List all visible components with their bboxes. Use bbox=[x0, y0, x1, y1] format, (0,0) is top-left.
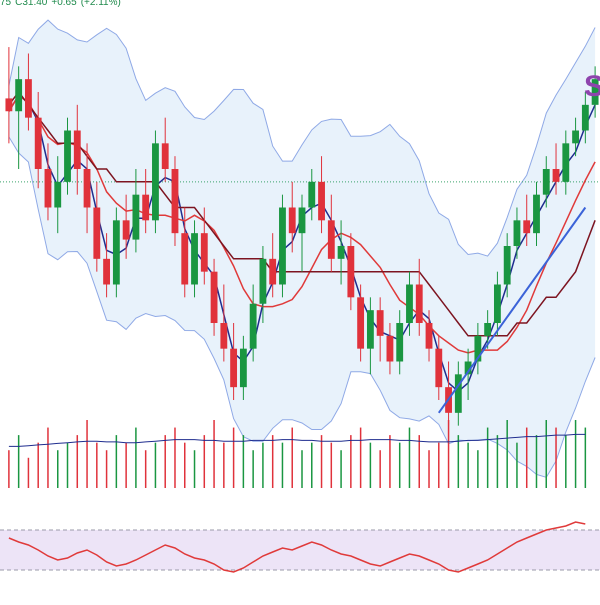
ohlc-legend: 75 C31.40 +0.65 (+2.11%) bbox=[0, 0, 125, 8]
ohlc-prefix: 75 bbox=[0, 0, 12, 8]
candle-body bbox=[259, 258, 267, 304]
candle-body bbox=[34, 117, 42, 169]
candle-body bbox=[200, 233, 208, 272]
candle-body bbox=[210, 271, 218, 323]
candle-body bbox=[269, 258, 277, 285]
candle-body bbox=[406, 284, 413, 323]
candle-body bbox=[44, 169, 52, 208]
candle-body bbox=[25, 79, 32, 118]
candle-body bbox=[152, 143, 159, 221]
candle-body bbox=[552, 169, 560, 182]
change-value: +0.65 bbox=[51, 0, 77, 8]
candle-body bbox=[5, 98, 13, 112]
candle-body bbox=[230, 348, 238, 388]
candle-body bbox=[239, 348, 247, 388]
candle-body bbox=[191, 233, 198, 285]
candle-body bbox=[298, 207, 306, 234]
candle-body bbox=[572, 130, 579, 144]
candle-body bbox=[288, 207, 296, 234]
candle-body bbox=[474, 335, 482, 362]
trend-line bbox=[437, 206, 587, 414]
candle-body bbox=[103, 258, 111, 285]
candle-body bbox=[318, 181, 325, 221]
candle-body bbox=[122, 220, 130, 240]
candle-body bbox=[249, 303, 257, 349]
candle-body bbox=[181, 233, 189, 285]
candle-body bbox=[54, 181, 62, 208]
rsi-line bbox=[8, 521, 586, 573]
candle-body bbox=[581, 104, 589, 131]
candle-body bbox=[83, 169, 91, 208]
close-value: C31.40 bbox=[15, 0, 48, 8]
candle-body bbox=[513, 220, 521, 246]
candle-body bbox=[161, 143, 169, 169]
candle-body bbox=[112, 220, 120, 285]
candle-body bbox=[347, 246, 355, 298]
candle-body bbox=[132, 194, 140, 240]
candle-body bbox=[337, 246, 345, 259]
candle-body bbox=[396, 323, 404, 362]
slow-ma-line bbox=[8, 94, 596, 354]
candle-body bbox=[279, 207, 286, 285]
candle-body bbox=[464, 361, 472, 375]
candle-body bbox=[435, 348, 443, 388]
candle-body bbox=[308, 181, 316, 208]
candle-body bbox=[454, 374, 462, 413]
candle-body bbox=[64, 130, 71, 182]
change-percent: (+2.11%) bbox=[80, 0, 121, 8]
candle-body bbox=[484, 323, 492, 336]
candle-body bbox=[523, 220, 531, 234]
watermark-logo: S bbox=[584, 70, 600, 103]
candle-body bbox=[73, 130, 81, 169]
candle-body bbox=[386, 335, 394, 362]
candle-body bbox=[562, 143, 570, 182]
rsi-band bbox=[0, 530, 600, 570]
volume-average-line bbox=[8, 433, 586, 447]
candle-body bbox=[327, 220, 335, 259]
candle-body bbox=[591, 79, 599, 105]
candle-body bbox=[357, 297, 365, 349]
candle-body bbox=[425, 323, 433, 349]
candle-body bbox=[503, 246, 511, 285]
candle-body bbox=[142, 194, 150, 221]
candle-body bbox=[15, 79, 23, 112]
candle-body bbox=[366, 310, 374, 349]
candle-body bbox=[220, 323, 228, 349]
candle-body bbox=[542, 169, 550, 195]
bollinger-upper-line bbox=[8, 19, 596, 257]
candle-body bbox=[93, 207, 101, 259]
candle-body bbox=[376, 310, 384, 336]
candle-body bbox=[493, 284, 501, 323]
candle-body bbox=[533, 194, 540, 234]
candle-body bbox=[171, 169, 179, 234]
candle-body bbox=[415, 284, 423, 323]
